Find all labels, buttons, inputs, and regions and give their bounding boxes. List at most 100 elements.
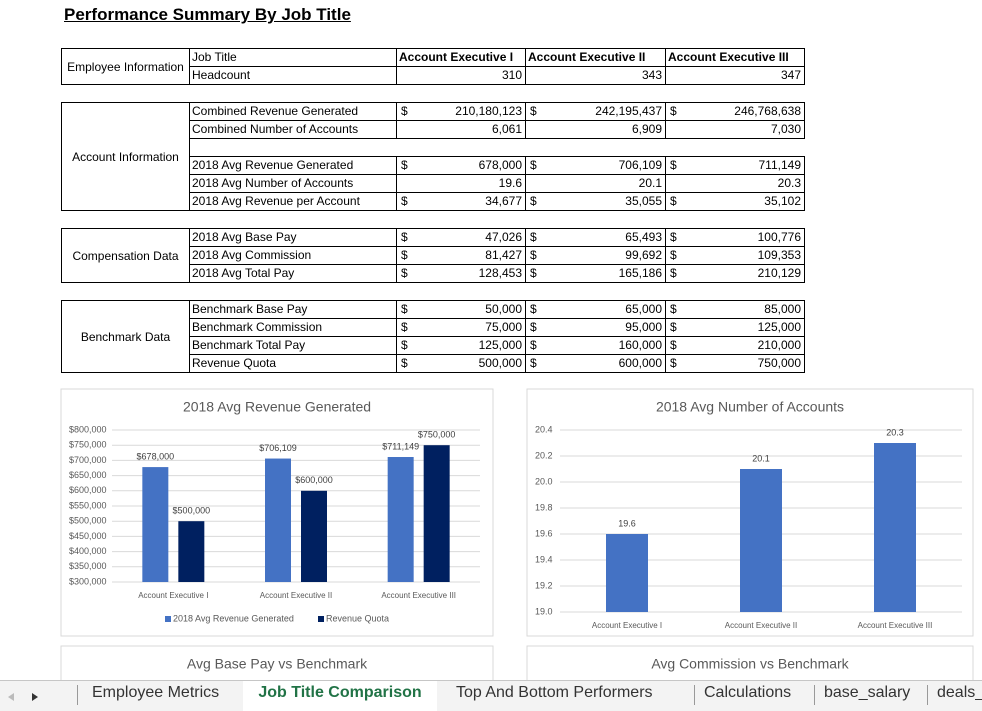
active-sheet-tab[interactable]: Job Title Comparison bbox=[243, 681, 437, 711]
value-cell: $35,102 bbox=[665, 192, 805, 211]
bar bbox=[387, 457, 414, 582]
data-label: $706,109 bbox=[259, 443, 297, 453]
currency-sign: $ bbox=[401, 266, 408, 280]
cell-value: 85,000 bbox=[764, 302, 801, 316]
tab-scroll-arrows[interactable] bbox=[0, 687, 50, 707]
value-cell: $678,000 bbox=[396, 156, 526, 175]
row-label: Benchmark Base Pay bbox=[189, 300, 397, 319]
row-label: Combined Number of Accounts bbox=[189, 120, 397, 139]
y-tick-label: $550,000 bbox=[69, 500, 107, 510]
sheet-tab[interactable]: deals_ bbox=[937, 684, 982, 701]
cell-value: 165,186 bbox=[618, 266, 662, 280]
value-cell: $75,000 bbox=[396, 318, 526, 337]
currency-sign: $ bbox=[401, 104, 408, 118]
x-tick-label: Account Executive I bbox=[592, 621, 662, 630]
charts-layer: 2018 Avg Revenue Generated $300,000 $350,0… bbox=[60, 388, 974, 680]
currency-sign: $ bbox=[530, 302, 537, 316]
currency-sign: $ bbox=[530, 104, 537, 118]
value-cell: $706,109 bbox=[525, 156, 666, 175]
cell-value: 75,000 bbox=[485, 320, 522, 334]
data-label: $678,000 bbox=[137, 451, 175, 461]
sheet-tab[interactable]: base_salary bbox=[824, 684, 911, 701]
value-cell: 7,030 bbox=[665, 120, 805, 139]
row-label: 2018 Avg Commission bbox=[189, 246, 397, 265]
value-cell: $242,195,437 bbox=[525, 102, 666, 121]
currency-sign: $ bbox=[530, 248, 537, 262]
bar bbox=[265, 458, 291, 582]
row-label: 2018 Avg Base Pay bbox=[189, 228, 397, 247]
y-tick-label: 19.2 bbox=[535, 580, 553, 590]
x-tick-label: Account Executive I bbox=[138, 591, 208, 600]
sheet-tab-bar: Employee Metrics Job Title Comparison Top … bbox=[0, 680, 982, 711]
currency-sign: $ bbox=[401, 302, 408, 316]
cell-value: 34,677 bbox=[485, 194, 522, 208]
row-label: 2018 Avg Number of Accounts bbox=[189, 174, 397, 193]
currency-sign: $ bbox=[670, 248, 677, 262]
value-cell: $34,677 bbox=[396, 192, 526, 211]
value-cell: $165,186 bbox=[525, 264, 666, 283]
y-tick-label: 19.0 bbox=[535, 606, 553, 616]
value-cell: $95,000 bbox=[525, 318, 666, 337]
row-label: 2018 Avg Revenue Generated bbox=[189, 156, 397, 175]
cell-value: 750,000 bbox=[757, 356, 801, 370]
column-header: Account Executive III bbox=[668, 50, 789, 64]
cell-value: 343 bbox=[641, 68, 662, 82]
cell-value: 242,195,437 bbox=[595, 104, 662, 118]
chart-frame bbox=[526, 645, 974, 680]
value-cell: $47,026 bbox=[396, 228, 526, 247]
currency-sign: $ bbox=[670, 158, 677, 172]
legend-label: 2018 Avg Revenue Generated bbox=[173, 613, 294, 623]
section-label: Compensation Data bbox=[61, 228, 190, 283]
data-label: $750,000 bbox=[418, 430, 456, 440]
value-cell: 343 bbox=[525, 66, 666, 85]
y-tick-label: $750,000 bbox=[69, 440, 107, 450]
cell-value: 35,055 bbox=[625, 194, 662, 208]
x-tick-label: Account Executive III bbox=[858, 621, 933, 630]
y-tick-label: 20.0 bbox=[535, 476, 553, 486]
row-label: Revenue Quota bbox=[189, 354, 397, 373]
sheet-tab[interactable]: Top And Bottom Performers bbox=[456, 684, 653, 701]
cell-value: 125,000 bbox=[478, 338, 522, 352]
data-label: $500,000 bbox=[173, 506, 211, 516]
row-label: Benchmark Commission bbox=[189, 318, 397, 337]
row-label: Headcount bbox=[189, 66, 397, 85]
value-cell: $128,453 bbox=[396, 264, 526, 283]
value-cell: $246,768,638 bbox=[665, 102, 805, 121]
currency-sign: $ bbox=[670, 356, 677, 370]
value-cell: 347 bbox=[665, 66, 805, 85]
cell-value: 50,000 bbox=[485, 302, 522, 316]
value-cell: $125,000 bbox=[396, 336, 526, 355]
value-cell: $210,180,123 bbox=[396, 102, 526, 121]
data-label: 19.6 bbox=[618, 518, 636, 528]
currency-sign: $ bbox=[401, 338, 408, 352]
bar bbox=[606, 534, 648, 612]
currency-sign: $ bbox=[670, 266, 677, 280]
value-cell: $600,000 bbox=[525, 354, 666, 373]
row-label: Benchmark Total Pay bbox=[189, 336, 397, 355]
value-cell: $35,055 bbox=[525, 192, 666, 211]
sheet-tab[interactable]: Calculations bbox=[704, 684, 792, 701]
value-cell: Account Executive II bbox=[525, 48, 666, 67]
currency-sign: $ bbox=[530, 230, 537, 244]
bar bbox=[740, 469, 782, 612]
value-cell: $109,353 bbox=[665, 246, 805, 265]
cell-value: 19.6 bbox=[498, 176, 522, 190]
y-tick-label: $650,000 bbox=[69, 470, 107, 480]
value-cell: $750,000 bbox=[665, 354, 805, 373]
cell-value: 125,000 bbox=[757, 320, 801, 334]
cell-value: 347 bbox=[780, 68, 801, 82]
value-cell: $711,149 bbox=[665, 156, 805, 175]
value-cell: 310 bbox=[396, 66, 526, 85]
y-tick-label: $300,000 bbox=[69, 576, 107, 586]
row-label: 2018 Avg Revenue per Account bbox=[189, 192, 397, 211]
bar bbox=[178, 521, 205, 582]
x-tick-label: Account Executive II bbox=[260, 591, 332, 600]
y-tick-label: $400,000 bbox=[69, 546, 107, 556]
sheet-tab[interactable]: Employee Metrics bbox=[92, 684, 220, 701]
tab-separator bbox=[694, 685, 695, 705]
y-tick-label: 19.6 bbox=[535, 528, 553, 538]
chart-frame bbox=[60, 645, 494, 680]
y-tick-label: 19.4 bbox=[535, 554, 553, 564]
row-label: Combined Revenue Generated bbox=[189, 102, 397, 121]
